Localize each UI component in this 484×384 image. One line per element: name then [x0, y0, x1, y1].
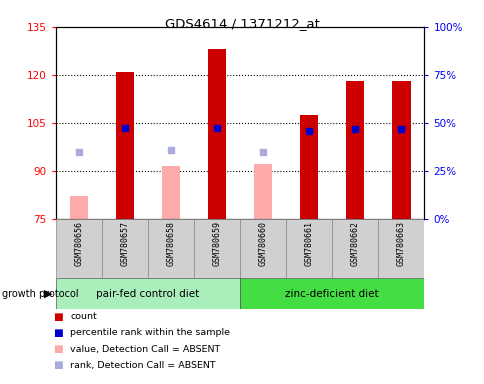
- Bar: [254, 164, 272, 219]
- Text: value, Detection Call = ABSENT: value, Detection Call = ABSENT: [70, 344, 220, 354]
- Text: GSM780661: GSM780661: [304, 221, 313, 266]
- Text: ■: ■: [53, 344, 63, 354]
- Text: GSM780659: GSM780659: [212, 221, 221, 266]
- Bar: [194, 219, 240, 278]
- Text: ▶: ▶: [44, 289, 52, 299]
- Bar: [207, 49, 226, 219]
- Bar: [345, 81, 363, 219]
- Text: GSM780663: GSM780663: [396, 221, 405, 266]
- Bar: [240, 219, 286, 278]
- Bar: [391, 81, 409, 219]
- Bar: [240, 278, 424, 309]
- Text: pair-fed control diet: pair-fed control diet: [96, 289, 199, 299]
- Text: zinc-deficient diet: zinc-deficient diet: [285, 289, 378, 299]
- Text: GSM780662: GSM780662: [350, 221, 359, 266]
- Bar: [56, 278, 240, 309]
- Text: GSM780658: GSM780658: [166, 221, 175, 266]
- Text: growth protocol: growth protocol: [2, 289, 79, 299]
- Bar: [378, 219, 424, 278]
- Text: percentile rank within the sample: percentile rank within the sample: [70, 328, 230, 338]
- Bar: [162, 166, 180, 219]
- Text: GSM780660: GSM780660: [258, 221, 267, 266]
- Text: GSM780656: GSM780656: [74, 221, 83, 266]
- Text: ■: ■: [53, 328, 63, 338]
- Text: count: count: [70, 312, 97, 321]
- Text: GSM780657: GSM780657: [120, 221, 129, 266]
- Bar: [102, 219, 148, 278]
- Text: GDS4614 / 1371212_at: GDS4614 / 1371212_at: [165, 17, 319, 30]
- Bar: [299, 115, 318, 219]
- Bar: [115, 72, 134, 219]
- Bar: [56, 219, 102, 278]
- Bar: [286, 219, 332, 278]
- Bar: [148, 219, 194, 278]
- Bar: [70, 197, 88, 219]
- Text: ■: ■: [53, 312, 63, 322]
- Text: ■: ■: [53, 360, 63, 370]
- Text: rank, Detection Call = ABSENT: rank, Detection Call = ABSENT: [70, 361, 215, 370]
- Bar: [332, 219, 378, 278]
